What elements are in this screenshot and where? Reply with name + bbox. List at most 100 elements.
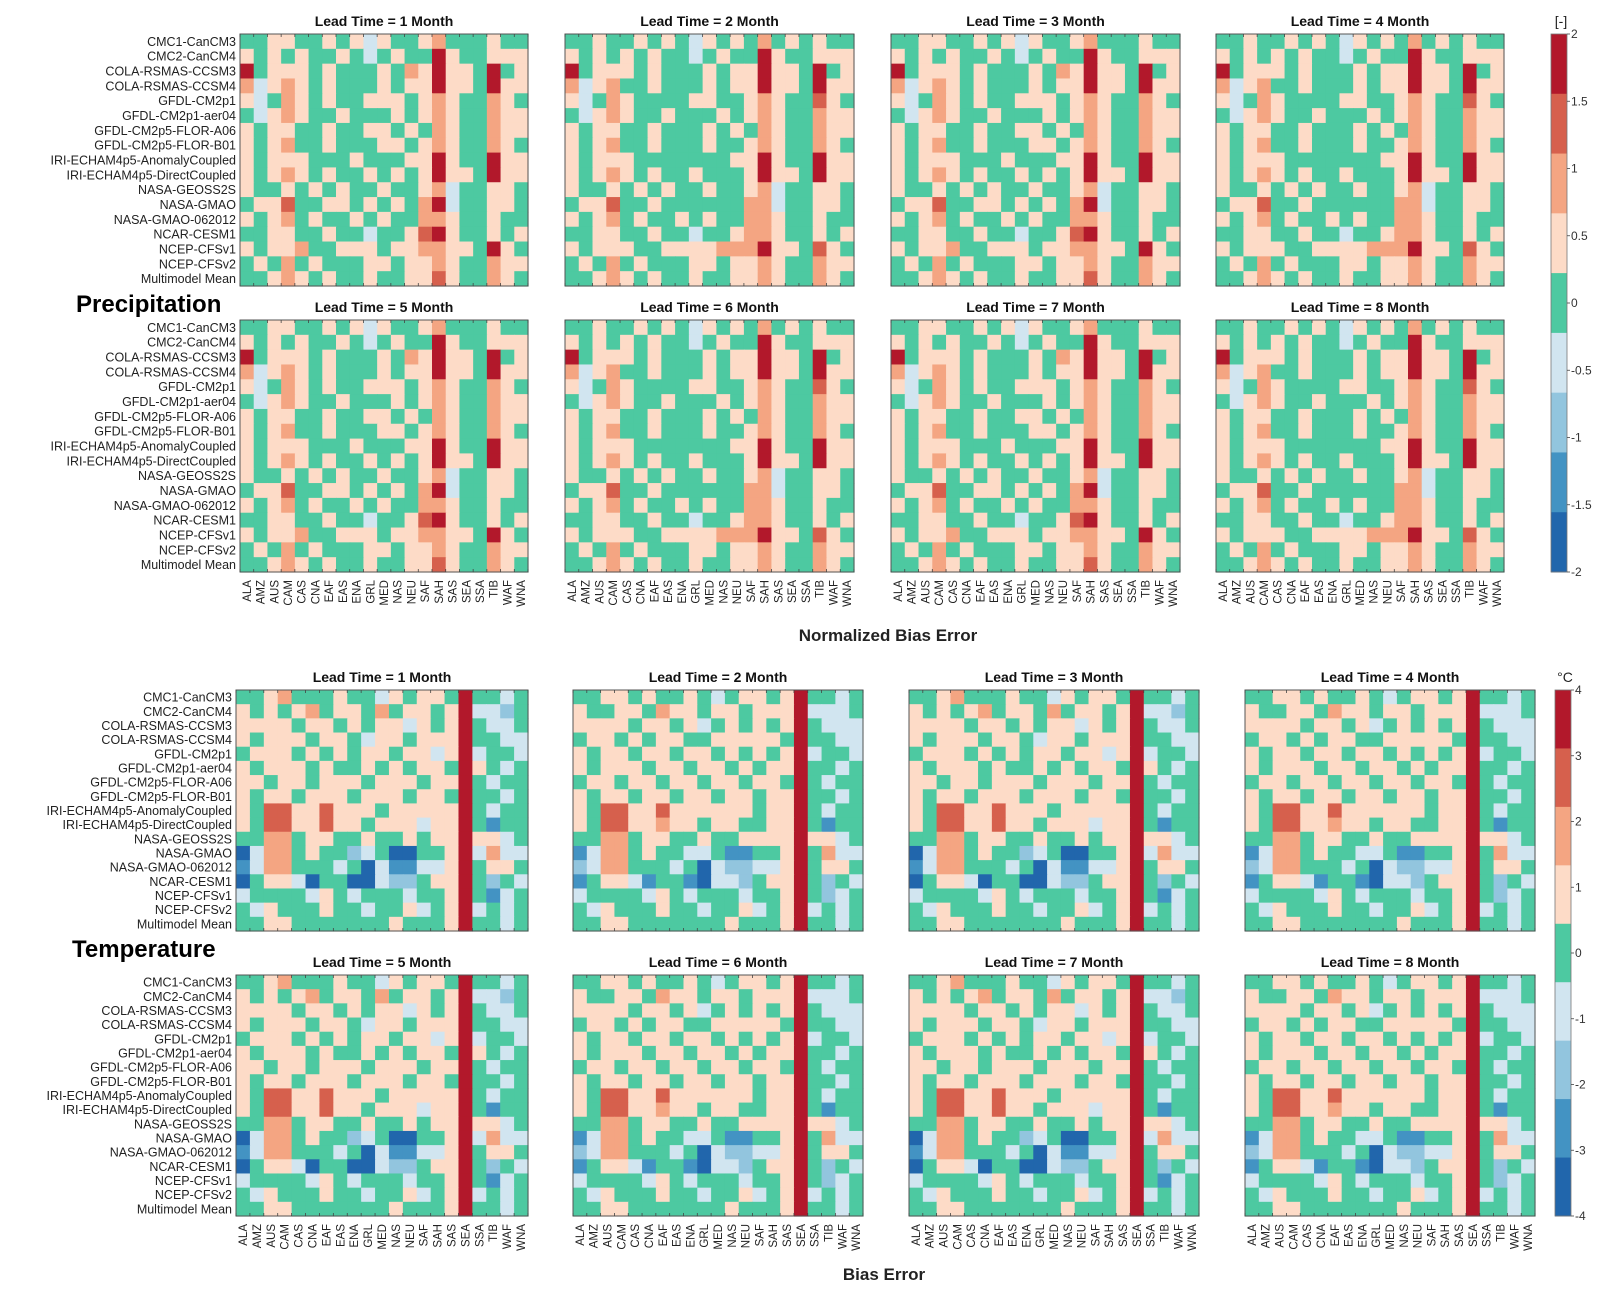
heatmap-cell: [743, 483, 759, 499]
heatmap-cell: [771, 527, 786, 543]
heatmap-cell: [785, 48, 800, 65]
heatmap-cell: [486, 746, 501, 762]
heatmap-cell: [807, 704, 823, 719]
heatmap-cell: [1270, 527, 1286, 543]
heatmap-cell: [932, 241, 947, 257]
heatmap-cell: [459, 542, 474, 558]
heatmap-cell: [1410, 789, 1426, 805]
heatmap-cell: [404, 557, 419, 573]
heatmap-cell: [1435, 527, 1450, 543]
heatmap-cell: [1001, 137, 1016, 154]
heatmap-cell: [253, 408, 269, 425]
heatmap-cell: [1056, 93, 1071, 109]
heatmap-cell: [1124, 423, 1140, 440]
heatmap-cell: [418, 108, 433, 124]
heatmap-cell: [849, 746, 864, 762]
heatmap-cell: [1014, 167, 1030, 183]
heatmap-cell: [683, 874, 698, 890]
heatmap-cell: [1339, 241, 1354, 257]
heatmap-cell: [377, 34, 392, 50]
heatmap-cell: [1327, 775, 1343, 790]
heatmap-cell: [390, 137, 406, 154]
heatmap-cell: [322, 271, 337, 287]
heatmap-cell: [377, 423, 392, 440]
heatmap-cell: [291, 704, 307, 719]
heatmap-cell: [308, 349, 323, 366]
heatmap-cell: [486, 831, 501, 847]
heatmap-cell: [363, 34, 378, 50]
heatmap-cell: [1424, 732, 1439, 748]
heatmap-cell: [766, 803, 781, 819]
heatmap-cell: [1314, 704, 1329, 719]
heatmap-cell: [514, 468, 529, 484]
heatmap-cell: [959, 48, 975, 65]
heatmap-cell: [1353, 256, 1368, 272]
heatmap-cell: [1394, 408, 1409, 425]
heatmap-cell: [1258, 888, 1274, 904]
heatmap-cell: [1284, 557, 1299, 573]
heatmap-cell: [578, 167, 594, 183]
heatmap-cell: [377, 364, 392, 380]
heatmap-cell: [1229, 453, 1245, 469]
heatmap-cell: [918, 108, 933, 124]
heatmap-cell: [1449, 182, 1464, 198]
heatmap-cell: [1116, 817, 1131, 833]
heatmap-cell: [445, 256, 461, 272]
heatmap-cell: [1111, 78, 1126, 94]
heatmap-cell: [1129, 916, 1145, 932]
heatmap-cell: [322, 122, 337, 139]
heatmap-cell: [281, 320, 296, 336]
heatmap-cell: [918, 423, 933, 440]
heatmap-cell: [807, 775, 823, 790]
heatmap-cell: [730, 334, 745, 351]
heatmap-cell: [388, 704, 404, 719]
heatmap-cell: [432, 512, 447, 529]
heatmap-cell: [1042, 468, 1057, 484]
heatmap-cell: [807, 803, 823, 819]
heatmap-cell: [1465, 902, 1481, 918]
heatmap-cell: [1157, 789, 1172, 805]
heatmap-panel-temp-lead-2: Lead Time = 2 Month: [572, 669, 864, 932]
heatmap-cell: [390, 152, 406, 169]
heatmap-cell: [418, 93, 433, 109]
heatmap-cell: [1258, 860, 1274, 875]
heatmap-cell: [1298, 453, 1313, 469]
heatmap-cell: [418, 211, 433, 228]
heatmap-cell: [1325, 152, 1341, 169]
heatmap-cell: [716, 211, 731, 228]
heatmap-cell: [946, 167, 961, 183]
heatmap-cell: [1102, 817, 1117, 833]
heatmap-cell: [1369, 760, 1384, 776]
heatmap-cell: [1355, 690, 1370, 705]
heatmap-cell: [904, 152, 920, 169]
heatmap-cell: [785, 557, 800, 573]
heatmap-cell: [578, 256, 594, 272]
column-label: ENA: [1003, 580, 1015, 604]
heatmap-cell: [445, 468, 461, 484]
heatmap-cell: [500, 557, 515, 573]
heatmap-cell: [688, 108, 704, 124]
heatmap-cell: [964, 803, 979, 819]
heatmap-cell: [500, 845, 515, 861]
heatmap-cell: [978, 902, 993, 918]
heatmap-cell: [240, 211, 255, 228]
heatmap-cell: [1366, 379, 1382, 395]
heatmap-cell: [1124, 152, 1140, 169]
row-label: CMC1-CanCM3: [147, 35, 236, 49]
heatmap-cell: [826, 78, 841, 94]
heatmap-cell: [743, 137, 759, 154]
heatmap-cell: [1042, 137, 1057, 154]
heatmap-cell: [514, 789, 529, 805]
heatmap-cell: [240, 167, 255, 183]
heatmap-cell: [1462, 63, 1478, 80]
heatmap-cell: [592, 78, 607, 94]
heatmap-cell: [1424, 845, 1439, 861]
heatmap-cell: [1270, 512, 1286, 529]
heatmap-cell: [1243, 197, 1258, 213]
heatmap-cell: [1300, 860, 1315, 875]
heatmap-cell: [798, 211, 814, 228]
heatmap-cell: [840, 468, 855, 484]
heatmap-cell: [336, 423, 351, 440]
heatmap-cell: [1083, 34, 1099, 50]
heatmap-cell: [459, 63, 474, 80]
